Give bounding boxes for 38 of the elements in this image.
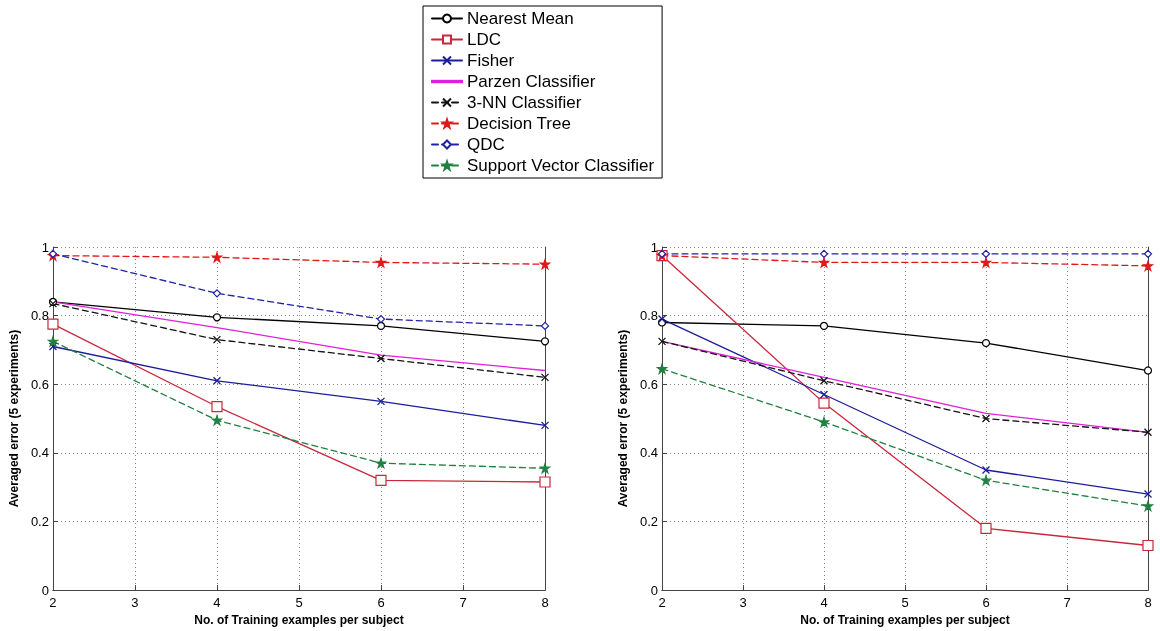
y-tick-label: 0.4 xyxy=(639,445,658,461)
x-tick-label: 8 xyxy=(1144,595,1152,611)
legend-label: Support Vector Classifier xyxy=(467,156,655,175)
legend-label: Decision Tree xyxy=(467,114,571,133)
x-tick-label: 7 xyxy=(459,595,467,611)
legend-label: Nearest Mean xyxy=(467,9,574,28)
x-axis-title: No. of Training examples per subject xyxy=(194,613,404,627)
y-axis-title: Averaged error (5 experiments) xyxy=(7,329,21,508)
y-tick-label: 0 xyxy=(41,582,49,598)
x-axis-title: No. of Training examples per subject xyxy=(800,613,1010,627)
y-tick-label: 0.6 xyxy=(30,376,49,392)
legend-label: QDC xyxy=(467,135,505,154)
y-tick-label: 0.6 xyxy=(639,376,658,392)
x-tick-label: 2 xyxy=(658,595,666,611)
y-tick-label: 0.4 xyxy=(30,445,49,461)
y-tick-label: 1 xyxy=(41,239,49,255)
y-tick-label: 0.8 xyxy=(30,308,49,324)
x-tick-label: 4 xyxy=(820,595,828,611)
legend-label: 3-NN Classifier xyxy=(467,93,582,112)
x-tick-label: 6 xyxy=(377,595,385,611)
y-axis-title: Averaged error (5 experiments) xyxy=(616,329,631,508)
x-tick-label: 8 xyxy=(541,595,549,611)
legend-label: Fisher xyxy=(467,51,515,70)
x-tick-label: 5 xyxy=(295,595,303,611)
x-tick-label: 3 xyxy=(739,595,747,611)
y-tick-label: 0.2 xyxy=(639,513,658,529)
x-tick-label: 5 xyxy=(901,595,909,611)
x-tick-label: 3 xyxy=(131,595,139,611)
y-tick-label: 0 xyxy=(650,582,658,598)
x-tick-label: 2 xyxy=(49,595,57,611)
x-tick-label: 4 xyxy=(213,595,221,611)
legend-label: Parzen Classifier xyxy=(467,72,596,91)
y-tick-label: 0.8 xyxy=(639,308,658,324)
x-tick-label: 7 xyxy=(1063,595,1071,611)
legend-label: LDC xyxy=(467,30,502,49)
x-tick-label: 6 xyxy=(982,595,990,611)
y-tick-label: 0.2 xyxy=(30,513,49,529)
y-tick-label: 1 xyxy=(650,239,658,255)
